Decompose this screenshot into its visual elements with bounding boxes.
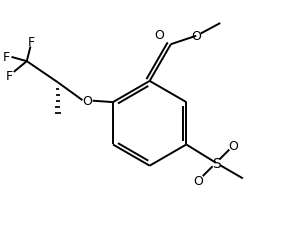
Text: S: S [212, 156, 220, 170]
Text: O: O [229, 139, 238, 152]
Text: O: O [154, 29, 164, 42]
Text: F: F [3, 51, 10, 64]
Text: F: F [27, 36, 35, 49]
Text: O: O [194, 174, 203, 187]
Text: O: O [191, 30, 201, 43]
Text: F: F [6, 70, 13, 82]
Text: O: O [83, 95, 92, 108]
